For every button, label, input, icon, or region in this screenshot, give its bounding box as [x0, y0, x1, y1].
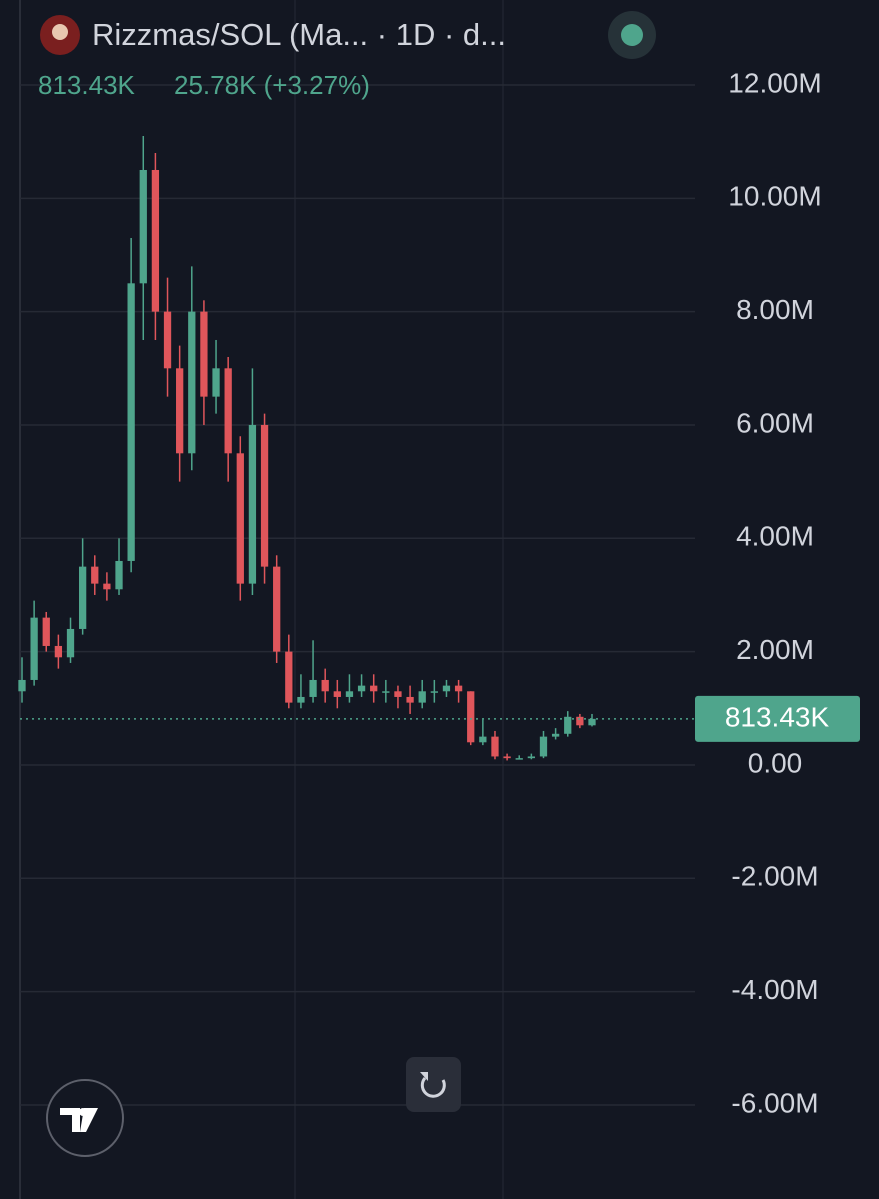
y-tick-label: 6.00M [736, 407, 814, 438]
candle-body [30, 617, 38, 680]
candle-body [200, 311, 208, 397]
candle-body [151, 169, 160, 312]
y-tick-label: 10.00M [728, 181, 821, 212]
reset-button[interactable] [406, 1057, 461, 1112]
candle-body [503, 756, 511, 759]
candles [18, 135, 596, 761]
chart-title: Rizzmas/SOL (Ma... · 1D · d... [92, 17, 506, 52]
candle-body [551, 733, 560, 737]
tv-logo-mark [60, 1108, 98, 1132]
candle-body [394, 691, 402, 697]
y-tick-label: -6.00M [731, 1087, 818, 1118]
last-price-box [695, 695, 860, 742]
candle-body [115, 560, 123, 590]
candle-body [564, 716, 572, 734]
candle-body [357, 685, 366, 692]
candle-body [345, 691, 354, 697]
candle-body [442, 685, 451, 692]
candle-body [18, 679, 26, 692]
y-tick-label: 12.00M [728, 67, 821, 98]
candle-body [188, 311, 196, 454]
candle-body [454, 685, 463, 692]
candle-body [515, 758, 523, 760]
candle-body [66, 628, 75, 658]
candle-body [430, 691, 438, 693]
candle-body [527, 756, 535, 759]
candle-body [79, 566, 87, 629]
candle-body [248, 424, 257, 584]
candle-body [212, 368, 220, 397]
candle-body [479, 736, 487, 743]
candle-body [224, 368, 232, 454]
reset-icon [420, 1077, 446, 1098]
status-dot [621, 24, 643, 46]
candle-body [91, 566, 99, 584]
candle-body [588, 718, 596, 726]
header-change: 25.78K (+3.27%) [174, 70, 370, 100]
candle-body [127, 283, 135, 561]
header-price: 813.43K [38, 70, 136, 100]
candle-body [382, 691, 390, 693]
candle-body [309, 679, 317, 697]
candle-body [491, 736, 499, 757]
candle-body [54, 645, 63, 658]
last-price-label: 813.43K [725, 701, 830, 732]
y-tick-label: -2.00M [731, 861, 818, 892]
reset-icon-arrow [420, 1072, 428, 1081]
candle-body [418, 691, 426, 703]
candle-body [103, 583, 111, 590]
candle-body [576, 716, 584, 726]
candle-body [321, 679, 329, 692]
y-tick-label: 0.00 [748, 747, 803, 778]
candle-body [139, 169, 147, 284]
candle-body [260, 424, 269, 567]
candle-body [163, 311, 172, 369]
candle-body [406, 696, 414, 703]
candle-body [370, 685, 378, 692]
candle-body [333, 691, 341, 697]
candle-body [467, 691, 475, 743]
tv-logo-dot [79, 1108, 87, 1116]
candle-body [285, 651, 293, 703]
y-tick-label: 2.00M [736, 634, 814, 665]
token-icon-face [52, 24, 68, 40]
candle-body [539, 736, 548, 757]
y-tick-label: 4.00M [736, 521, 814, 552]
y-tick-label: -4.00M [731, 974, 818, 1005]
candle-body [273, 566, 281, 652]
candle-body [42, 617, 50, 646]
candle-body [176, 368, 184, 454]
candle-body [236, 453, 244, 584]
candle-body [297, 696, 305, 703]
y-tick-label: 8.00M [736, 294, 814, 325]
